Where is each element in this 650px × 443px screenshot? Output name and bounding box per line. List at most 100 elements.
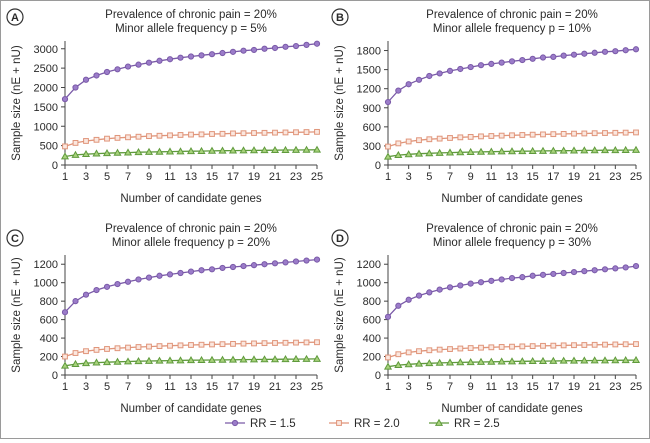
x-tick-label: 5 [426,381,432,393]
data-point [167,342,173,349]
x-tick-label: 9 [146,171,152,183]
x-tick-label: 15 [206,171,218,183]
y-tick-label: 1200 [34,259,58,271]
data-point [591,130,598,137]
data-point [581,268,588,275]
data-point [155,356,164,364]
data-point [446,67,454,74]
data-point [550,131,557,138]
data-point [498,59,505,66]
x-tick-label: 1 [62,381,68,393]
data-point [114,66,121,73]
data-point [239,146,248,154]
data-point [414,359,424,367]
x-tick-label: 9 [146,381,152,393]
data-point [219,130,226,137]
data-point [384,98,392,106]
x-tick-label: 17 [227,381,239,393]
x-tick-label: 15 [206,381,218,393]
data-point [165,356,175,364]
data-point [395,351,402,358]
data-point [134,148,143,156]
data-point [272,340,278,346]
data-point [219,264,226,272]
data-point [166,271,174,278]
data-point [509,343,515,350]
data-point [528,146,537,154]
data-point [445,358,455,366]
data-point [529,272,536,279]
legend-label: RR = 2.5 [454,418,500,430]
data-point [550,53,557,60]
data-point [272,129,278,136]
data-point [146,133,152,140]
y-tick-label: 2000 [34,83,58,95]
data-point [477,62,485,69]
data-point [114,345,121,352]
data-point [187,53,195,60]
data-point [571,130,577,137]
data-point [467,63,474,71]
data-point [165,147,175,155]
x-tick-label: 23 [609,171,621,183]
data-point [445,148,455,156]
x-tick-label: 15 [527,381,539,393]
data-point [436,135,443,142]
chart-title: Prevalence of chronic pain = 20% [426,223,598,235]
data-point [507,147,517,155]
y-tick-label: 400 [40,333,58,345]
data-point [198,267,205,274]
data-point [457,65,464,73]
y-tick-label: 1000 [34,121,58,133]
data-point [550,270,557,278]
data-point [188,342,194,348]
y-tick-label: 1800 [357,46,381,58]
data-point [446,284,454,291]
data-point [622,341,629,348]
data-point [218,146,227,154]
panel-label: D [336,233,344,245]
x-tick-label: 3 [406,381,412,393]
x-tick-label: 11 [164,381,175,393]
series-line [387,48,637,103]
data-point [581,342,588,348]
data-point [144,147,154,155]
data-point [559,356,568,364]
data-point [240,47,247,54]
data-point [198,52,205,59]
data-point [208,51,216,58]
data-point [457,345,464,352]
x-tick-label: 11 [486,381,497,393]
y-tick-label: 600 [363,122,381,134]
data-point [260,146,269,154]
data-point [622,129,629,136]
data-point [261,340,268,347]
data-point [394,150,403,159]
data-point [239,355,248,363]
y-tick-label: 300 [363,141,381,153]
x-tick-label: 7 [125,171,131,183]
data-point [508,274,516,282]
data-point [155,147,164,155]
data-point [498,344,505,350]
data-point [135,344,142,350]
data-point [270,145,280,154]
data-point [61,96,69,103]
x-tick-label: 5 [426,171,432,183]
data-point [540,342,546,349]
data-point [478,344,484,351]
x-tick-label: 3 [83,171,89,183]
x-tick-label: 17 [227,171,239,183]
data-point [488,60,495,67]
data-point [600,146,610,154]
panel-label-circle [6,8,24,26]
y-axis-label: Sample size (nE + nU) [334,257,346,373]
y-tick-label: 0 [375,370,381,382]
data-point [426,72,433,80]
data-point [292,42,300,50]
y-tick-label: 200 [363,352,381,364]
chart-subtitle: Minor allele frequency p = 10% [433,23,591,35]
data-point [103,68,111,76]
y-tick-label: 200 [40,352,58,364]
